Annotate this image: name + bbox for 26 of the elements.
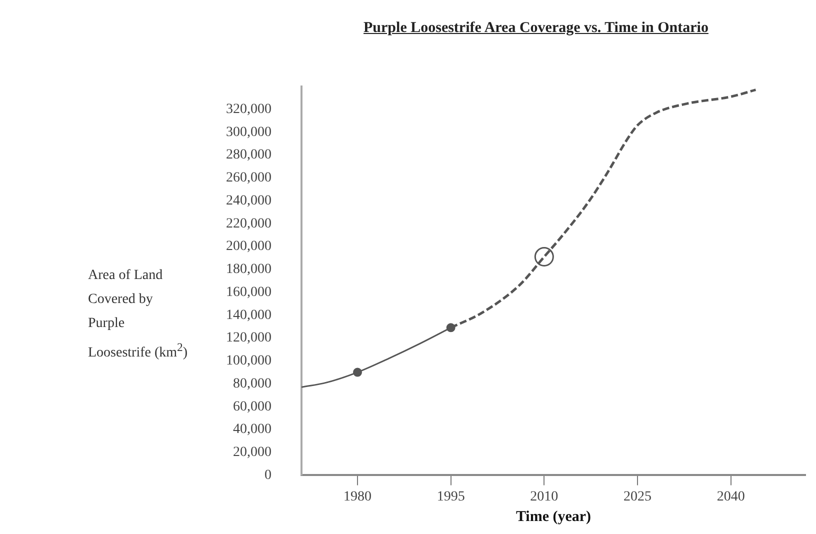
y-tick-label: 200,000 (226, 239, 272, 254)
y-tick-label: 280,000 (226, 148, 272, 163)
y-tick-label: 40,000 (233, 422, 272, 438)
x-tick-label: 2025 (624, 489, 652, 504)
x-tick-label: 2040 (716, 489, 745, 504)
y-tick-label: 240,000 (226, 193, 272, 208)
x-axis-title: Time (year) (516, 508, 592, 525)
y-tick-label: 20,000 (233, 445, 272, 460)
y-tick-label: 80,000 (233, 376, 272, 392)
y-tick-label: 140,000 (226, 308, 272, 323)
y-tick-label: 100,000 (226, 354, 272, 369)
x-tick-label: 2010 (530, 489, 558, 504)
y-tick-label: 300,000 (226, 124, 272, 140)
x-tick-label: 1995 (436, 489, 465, 504)
y-tick-label: 180,000 (226, 262, 272, 278)
y-tick-label: 120,000 (226, 330, 272, 346)
y-axis-title: Area of Land Covered by Purple Loosestrife (km$^{2}$) (88, 267, 188, 363)
y-tick-label: 60,000 (233, 399, 272, 414)
chart-title: Purple Loosestrife Area Coverage vs. Time in Ontario (362, 20, 710, 37)
x-tick-label: 1980 (344, 489, 372, 504)
y-tick-label: 0 (264, 468, 272, 483)
y-tick-label: 220,000 (226, 216, 272, 232)
y-tick-label: 320,000 (226, 102, 272, 117)
y-tick-label: 160,000 (226, 284, 272, 300)
point (534, 247, 554, 267)
y-tick-label: 260,000 (226, 170, 272, 186)
